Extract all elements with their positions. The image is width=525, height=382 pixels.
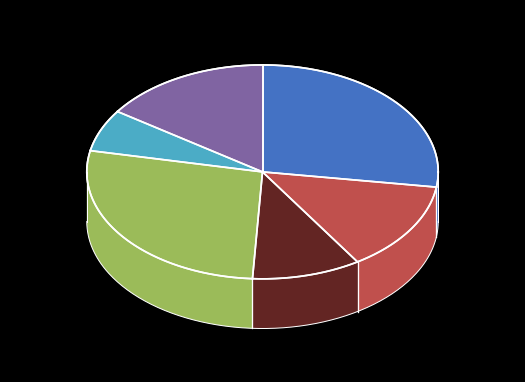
Ellipse shape	[87, 115, 438, 329]
Polygon shape	[436, 172, 438, 237]
Polygon shape	[87, 151, 262, 279]
Polygon shape	[262, 65, 438, 187]
Polygon shape	[253, 172, 358, 279]
Polygon shape	[262, 172, 436, 262]
Polygon shape	[358, 187, 436, 312]
Polygon shape	[253, 262, 358, 329]
Polygon shape	[118, 65, 262, 172]
Polygon shape	[90, 112, 262, 172]
Polygon shape	[87, 173, 253, 329]
